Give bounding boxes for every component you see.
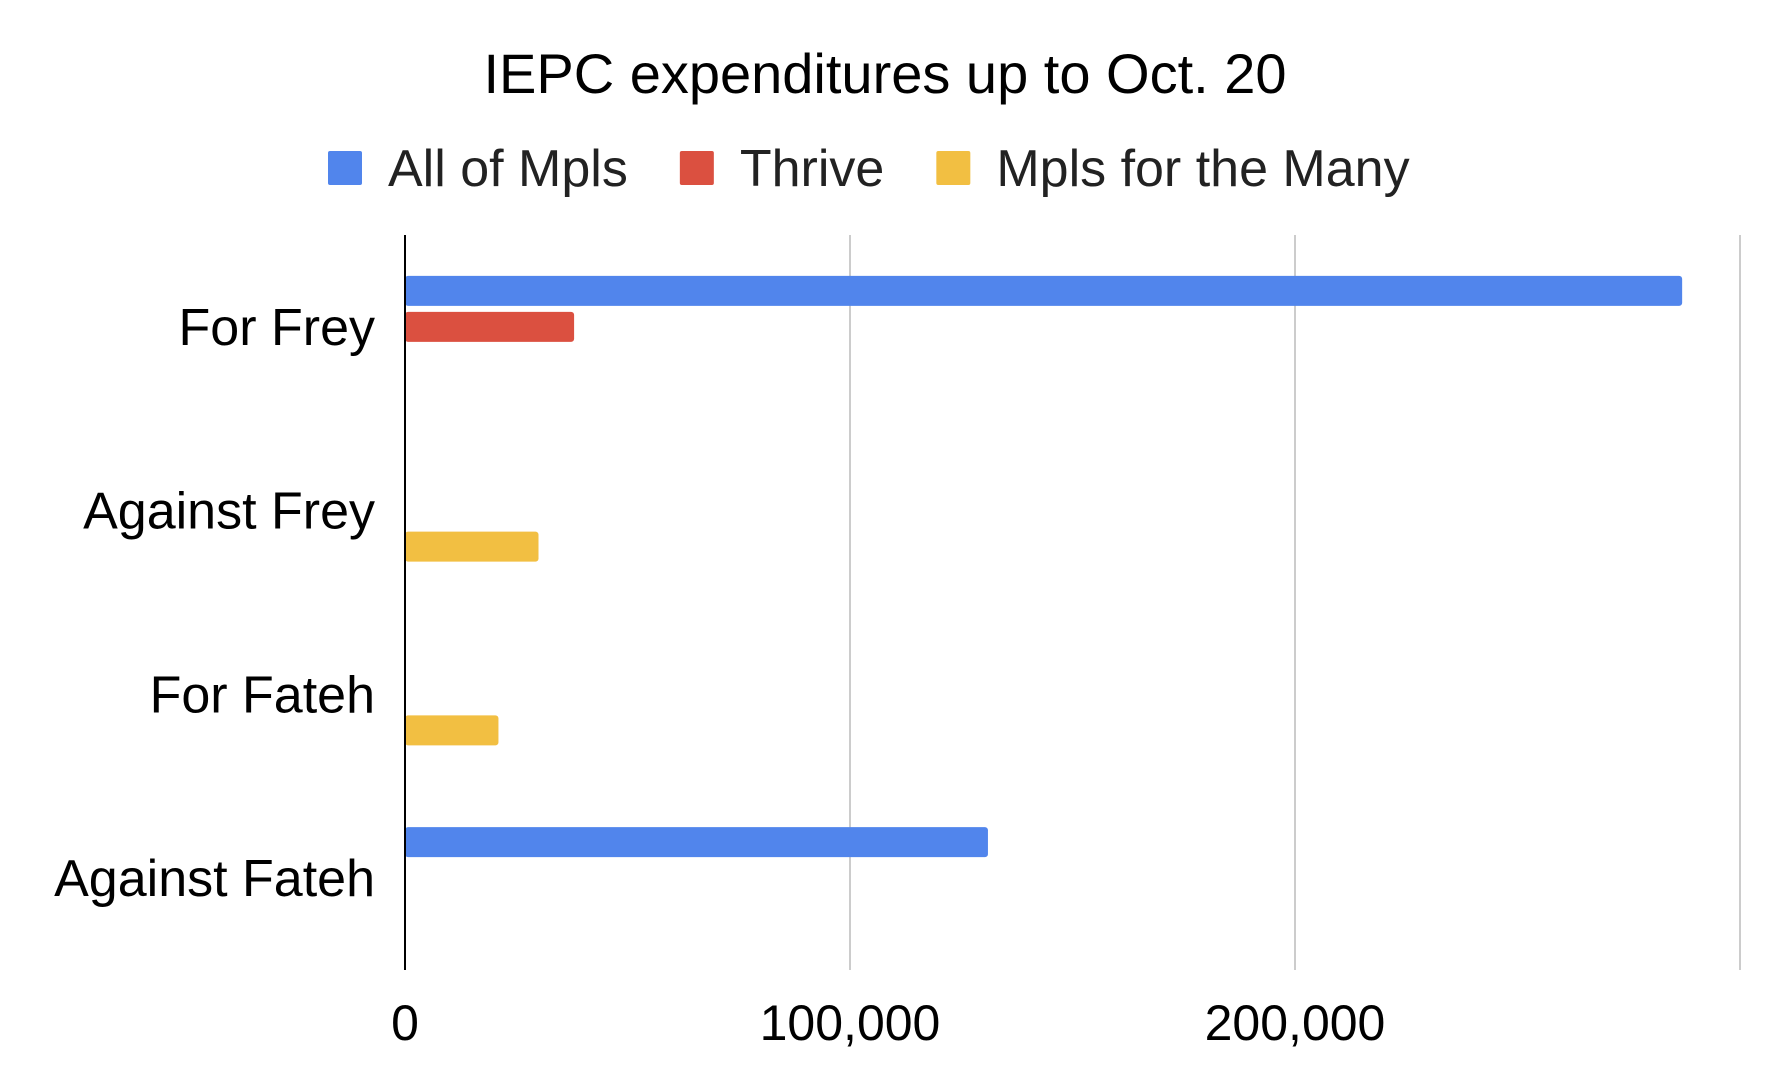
- category-label: Against Frey: [83, 483, 375, 541]
- category-label: For Fateh: [150, 666, 375, 724]
- bars: [405, 275, 1683, 858]
- category-label: Against Fateh: [54, 850, 375, 908]
- x-tick-label: 200,000: [1205, 995, 1386, 1051]
- bar: [405, 275, 1683, 306]
- x-tick-labels: 0 100,000 200,000: [391, 995, 1385, 1051]
- x-tick-label: 100,000: [760, 995, 941, 1051]
- x-tick-label: 0: [391, 995, 419, 1051]
- legend: All of Mpls Thrive Mpls for the Many: [328, 140, 1410, 198]
- legend-swatch: [679, 151, 714, 185]
- bar: [405, 311, 575, 342]
- category-labels: For Frey Against Frey For Fateh Against Fat…: [54, 299, 375, 908]
- gridlines: [849, 235, 1741, 970]
- legend-label: All of Mpls: [388, 140, 628, 198]
- legend-swatch: [936, 151, 971, 185]
- bar: [405, 827, 988, 858]
- category-label: For Frey: [179, 299, 375, 357]
- chart-title: IEPC expenditures up to Oct. 20: [483, 42, 1286, 105]
- legend-label: Mpls for the Many: [996, 140, 1409, 198]
- legend-swatch: [328, 151, 362, 185]
- bar: [405, 531, 539, 562]
- bar: [405, 715, 499, 746]
- legend-label: Thrive: [740, 140, 884, 198]
